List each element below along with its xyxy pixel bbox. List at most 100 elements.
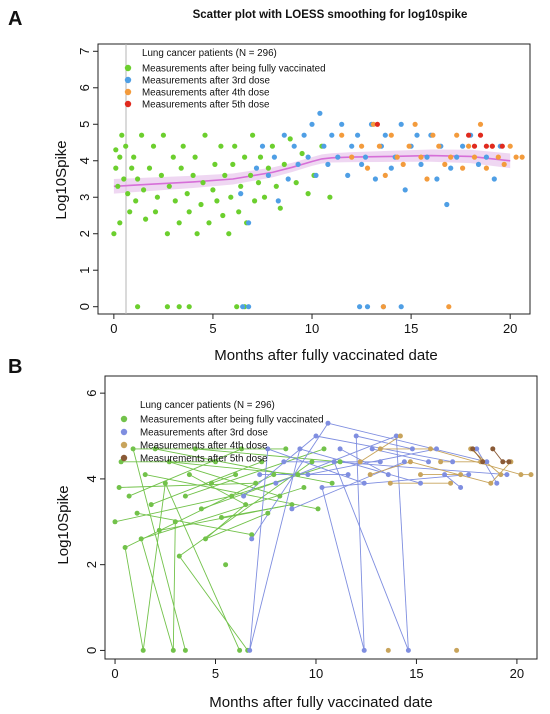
chart-b-trajectory — [205, 512, 268, 540]
chart-a-point — [448, 154, 454, 160]
chart-b-point — [337, 446, 343, 452]
chart-a-point — [359, 143, 365, 149]
chart-a-point — [339, 121, 345, 127]
chart-a-point — [246, 220, 252, 226]
chart-a-point — [483, 165, 489, 171]
chart-a-point — [186, 304, 192, 310]
chart-b-point — [239, 446, 245, 452]
chart-b-point — [301, 485, 307, 490]
chart-a-ylabel: Log10Spike — [53, 140, 70, 219]
chart-b-point — [297, 446, 303, 452]
chart-a-point — [466, 132, 472, 138]
chart-b-trajectory — [430, 448, 522, 476]
chart-a-point — [418, 154, 424, 160]
y-tick-label: 4 — [77, 157, 92, 164]
chart-a-point — [220, 212, 226, 219]
chart-b-trajectory — [334, 461, 507, 476]
chart-a-point — [269, 143, 275, 149]
chart-b-point — [377, 446, 383, 452]
y-tick-label: 0 — [84, 647, 99, 654]
chart-a-point — [406, 143, 412, 149]
chart-a-point — [123, 143, 129, 149]
chart-a-point — [214, 198, 220, 204]
chart-b-point — [116, 485, 122, 490]
chart-a-point — [374, 121, 380, 127]
x-tick-label: 20 — [510, 666, 524, 681]
chart-b-point — [162, 480, 168, 486]
chart-b-point — [434, 446, 439, 452]
chart-b-trajectory — [205, 504, 246, 540]
chart-b-point — [315, 506, 321, 512]
chart-a-point — [295, 161, 301, 167]
chart-a-point — [460, 165, 466, 171]
chart-a-point — [466, 143, 472, 149]
chart-b-trajectory — [249, 448, 269, 651]
x-tick-label: 10 — [305, 321, 319, 336]
x-tick-label: 15 — [404, 321, 418, 336]
chart-a-points — [111, 110, 525, 310]
chart-a-point — [113, 165, 119, 171]
chart-b-point — [295, 472, 301, 478]
panel-b-letter: B — [8, 356, 23, 378]
y-tick-label: 2 — [77, 230, 92, 237]
chart-b-point — [369, 446, 375, 452]
chart-a-point — [192, 154, 198, 160]
legend-b-dose4-label: Measurements after 4th dose — [140, 441, 268, 452]
chart-a-point — [253, 165, 260, 171]
chart-b-point — [357, 459, 363, 465]
chart-a-point — [242, 154, 248, 160]
chart-b-point — [418, 480, 423, 486]
chart-b-trajectory — [444, 474, 461, 488]
chart-b-point — [126, 493, 132, 499]
chart-b-trajectory — [395, 435, 409, 651]
chart-b-point — [182, 647, 188, 653]
chart-b-ylabel: Log10Spike — [55, 485, 72, 564]
y-tick-label: 3 — [77, 194, 92, 201]
chart-b-point — [309, 459, 315, 465]
chart-a-point — [125, 191, 131, 197]
chart-a-point — [259, 143, 266, 149]
chart-a-point — [471, 154, 478, 160]
chart-b-trajectory — [251, 422, 329, 540]
chart-b-trajectory — [327, 422, 487, 463]
chart-b-point — [405, 647, 411, 653]
chart-a-point — [382, 132, 388, 138]
chart-a-point — [158, 172, 164, 178]
chart-b-trajectory — [333, 461, 409, 651]
chart-a-point — [190, 172, 196, 178]
chart-b-point — [401, 459, 407, 465]
chart-a-point — [364, 304, 371, 310]
chart-a-point — [238, 191, 244, 197]
legend-b-dose4-swatch — [120, 441, 128, 449]
chart-b-point — [140, 647, 146, 653]
chart-a-point — [483, 154, 489, 160]
chart-a-point — [236, 209, 242, 215]
chart-a-point — [454, 154, 460, 160]
chart-a-axes: 0 5 10 15 20 0 1 2 3 4 5 6 7 — [77, 48, 517, 336]
chart-a-point — [111, 231, 117, 237]
chart-a-point — [248, 172, 254, 178]
x-tick-label: 0 — [110, 321, 117, 336]
chart-b-point — [219, 515, 224, 520]
chart-a-point — [115, 183, 121, 189]
x-tick-label: 15 — [409, 666, 423, 681]
chart-a-point — [287, 136, 293, 142]
chart-b-point — [192, 446, 198, 452]
chart-a-point — [119, 132, 125, 138]
chart-b-point — [367, 472, 373, 478]
chart-b-point — [122, 545, 128, 550]
chart-a-point — [127, 209, 133, 215]
chart-b-trajectory — [195, 448, 341, 463]
chart-a-point — [273, 183, 279, 189]
chart-a-point — [376, 143, 382, 149]
chart-a-point — [117, 154, 123, 160]
chart-b-point — [470, 446, 476, 452]
chart-b-point — [209, 480, 214, 486]
chart-b-trajectory — [189, 474, 246, 505]
chart-a-point — [483, 143, 489, 149]
chart-a-point — [372, 176, 378, 182]
chart-a-point — [309, 121, 315, 127]
chart-a-point — [154, 194, 160, 200]
chart-a-point — [200, 180, 206, 186]
chart-a-point — [164, 231, 170, 237]
